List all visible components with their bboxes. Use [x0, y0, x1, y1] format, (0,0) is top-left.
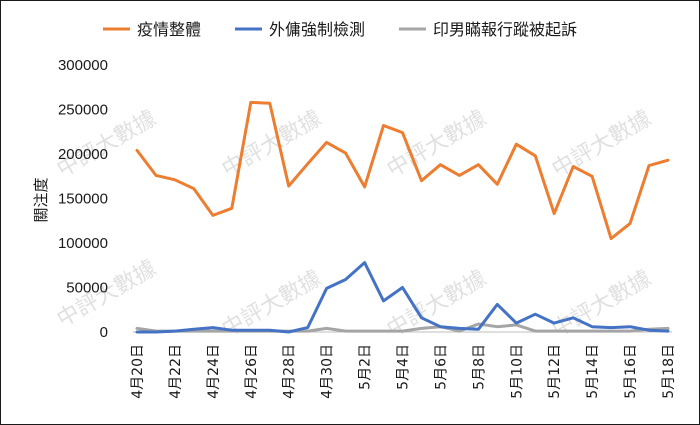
- legend-label-series-2: 外傭強制檢測: [269, 20, 365, 39]
- x-tick-label: 4月28日: [282, 344, 298, 399]
- x-tick-label: 5月8日: [471, 344, 487, 390]
- x-tick-label: 5月14日: [585, 344, 601, 399]
- x-tick-label: 4月30日: [320, 344, 336, 399]
- x-tick-label: 5月2日: [358, 344, 374, 390]
- legend-label-series-3: 印男瞞報行蹤被起訴: [433, 20, 577, 39]
- x-tick-label: 4月24日: [206, 344, 222, 399]
- y-tick-label: 50000: [66, 280, 108, 297]
- series-line-3: [135, 322, 670, 333]
- x-tick-label: 4月22日: [168, 344, 184, 399]
- x-tick-label: 5月12日: [547, 344, 563, 399]
- y-tick-label: 0: [100, 324, 108, 341]
- y-axis-ticks: 0 50000 100000 150000 200000 250000 300000: [58, 57, 108, 341]
- x-axis-ticks: 4月20日 4月22日 4月24日 4月26日 4月28日 4月30日 5月2日 5月4日 5月…: [130, 344, 677, 399]
- x-tick-label: 5月18日: [661, 344, 677, 399]
- x-tick-label: 5月6日: [433, 344, 449, 390]
- series-layer: [135, 100, 670, 334]
- y-tick-label: 150000: [58, 191, 108, 208]
- y-tick-label: 100000: [58, 235, 108, 252]
- watermark-text: 中評大數據: [383, 106, 491, 183]
- y-tick-label: 250000: [58, 102, 108, 119]
- x-tick-label: 5月16日: [623, 344, 639, 399]
- watermark-text: 中評大數據: [548, 106, 656, 183]
- legend-label-series-1: 疫情整體: [137, 20, 201, 39]
- legend: 疫情整體 外傭強制檢測 印男瞞報行蹤被起訴: [103, 20, 577, 39]
- y-axis-title: 關注度: [32, 177, 50, 222]
- x-tick-label: 4月26日: [244, 344, 260, 399]
- y-tick-label: 300000: [58, 57, 108, 74]
- x-tick-label: 5月10日: [509, 344, 525, 399]
- x-tick-label: 5月4日: [396, 344, 412, 390]
- x-tick-label: 4月20日: [130, 344, 146, 399]
- series-line-1: [135, 100, 670, 241]
- series-line-2: [135, 261, 670, 334]
- y-tick-label: 200000: [58, 146, 108, 163]
